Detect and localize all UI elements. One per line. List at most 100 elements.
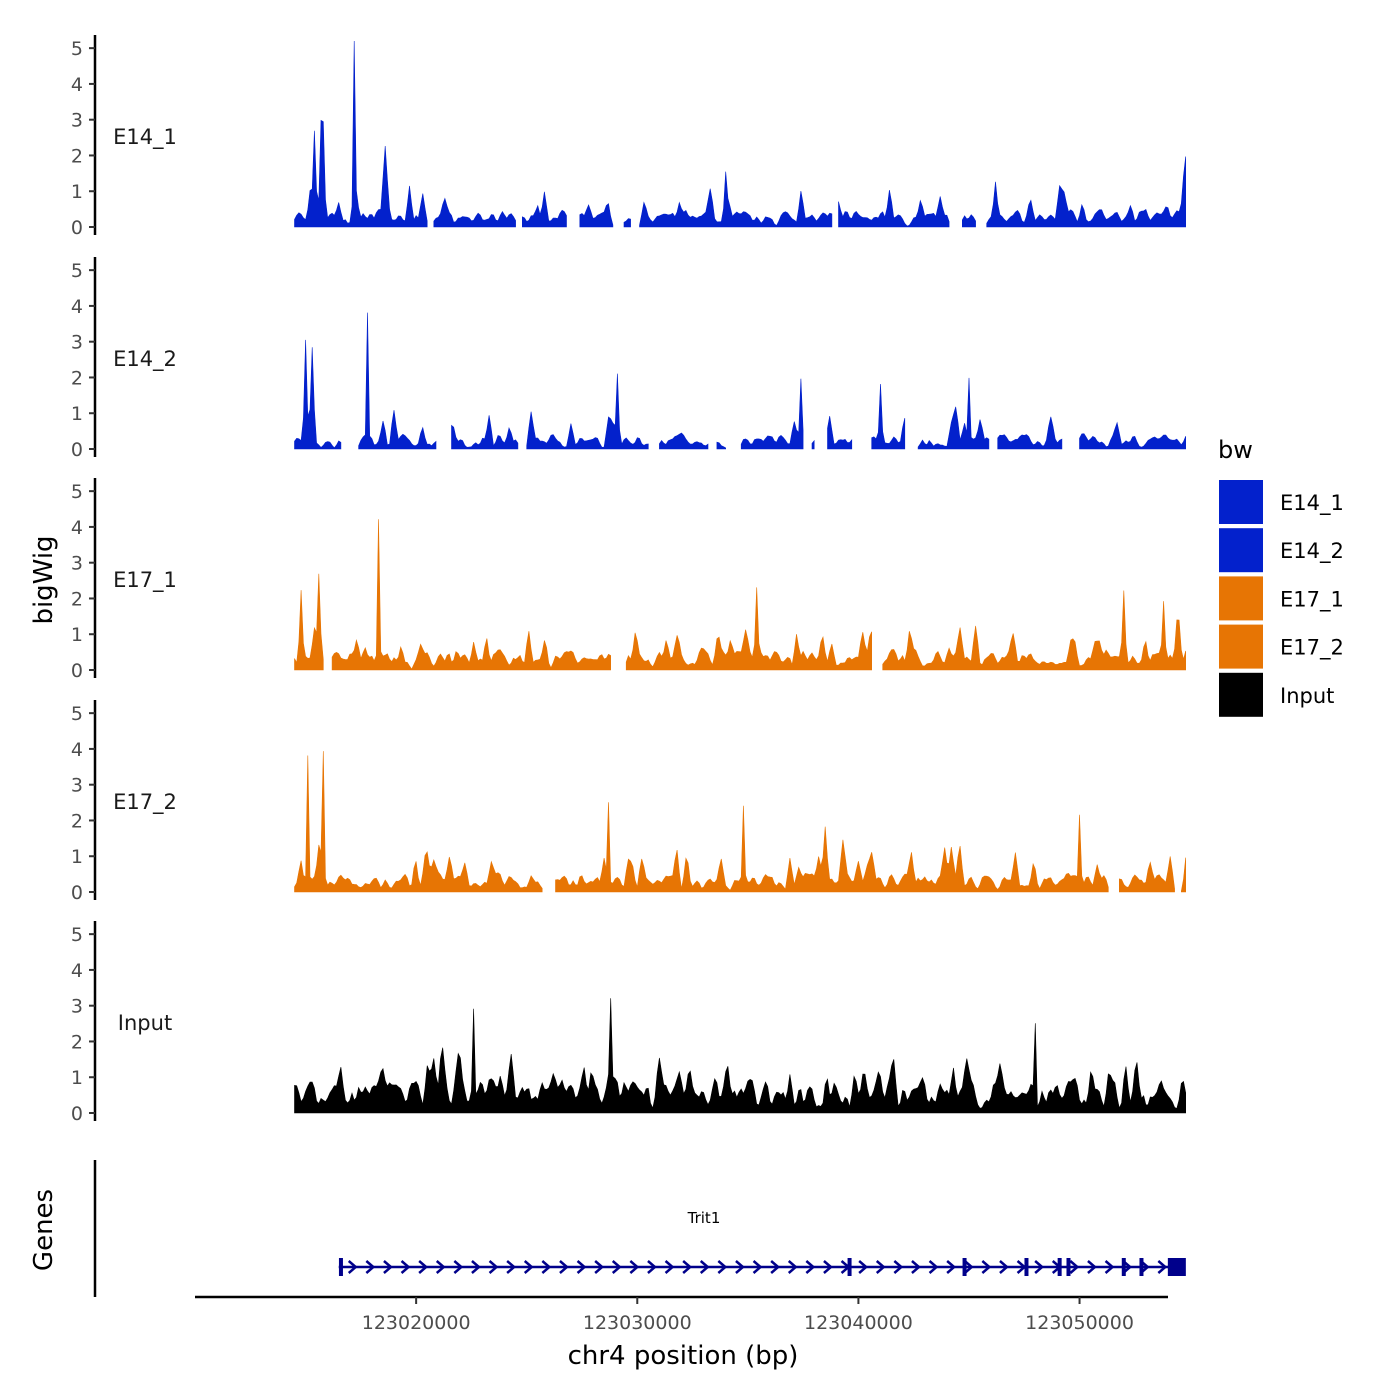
- coverage-area: [1119, 856, 1175, 893]
- coverage-area: [986, 156, 1186, 228]
- y-tick-label: 0: [71, 439, 83, 461]
- coverage-area: [962, 214, 976, 228]
- y-tick-label: 3: [71, 332, 83, 354]
- x-tick-label: 123040000: [804, 1312, 913, 1334]
- coverage-area: [294, 998, 1186, 1114]
- strand-arrow: [383, 1260, 393, 1274]
- strand-arrow: [453, 1260, 464, 1274]
- strand-arrow: [999, 1260, 1009, 1274]
- legend-swatch: [1219, 528, 1263, 573]
- gene-track: Trit1: [93, 1160, 1186, 1297]
- legend-swatch: [1219, 480, 1263, 524]
- strand-arrow: [823, 1260, 833, 1274]
- y-tick-label: 1: [71, 1067, 83, 1089]
- y-tick-label: 0: [71, 217, 83, 239]
- strand-arrow: [1034, 1260, 1045, 1274]
- y-tick-label: 5: [71, 481, 83, 503]
- coverage-area: [579, 203, 614, 228]
- y-tick-label: 1: [71, 403, 83, 425]
- coverage-area: [917, 377, 990, 450]
- strand-arrow: [981, 1260, 992, 1274]
- y-tick-label: 2: [71, 145, 83, 167]
- strand-arrow: [1069, 1260, 1080, 1274]
- coverage-area: [639, 171, 833, 228]
- coverage-area: [555, 802, 1109, 893]
- coverage-area: [659, 432, 709, 450]
- y-tick-label: 4: [71, 296, 83, 318]
- exon: [1139, 1258, 1144, 1276]
- strand-arrow: [611, 1260, 622, 1274]
- strand-arrow: [523, 1260, 534, 1274]
- strand-arrow: [770, 1260, 781, 1274]
- track-label: E14_2: [113, 347, 177, 372]
- legend-label: E17_2: [1280, 636, 1344, 661]
- strand-arrow: [471, 1260, 481, 1274]
- strand-arrow: [682, 1260, 693, 1274]
- y-tick-label: 3: [71, 110, 83, 132]
- y-tick-label: 5: [71, 260, 83, 282]
- y-tick-label: 3: [71, 553, 83, 575]
- coverage-area: [526, 373, 649, 450]
- coverage-area: [871, 383, 906, 450]
- strand-arrow: [911, 1260, 921, 1274]
- y-tick-label: 4: [71, 739, 83, 761]
- strand-arrow: [488, 1260, 499, 1274]
- strand-arrow: [541, 1260, 552, 1274]
- coverage-area: [294, 339, 342, 450]
- y-tick-label: 3: [71, 996, 83, 1018]
- strand-arrow: [594, 1260, 605, 1274]
- legend-swatch: [1219, 624, 1263, 669]
- y-tick-label: 2: [71, 810, 83, 832]
- strand-arrow: [664, 1260, 675, 1274]
- strand-arrow: [347, 1260, 358, 1274]
- gene-name: Trit1: [687, 1209, 721, 1227]
- y-tick-label: 2: [71, 367, 83, 389]
- coverage-tracks: 0 1 2 3 4 5 E14_1 0 1 2 3 4 5 E14_2 0 1 2 3 4 5 E17_1 0 1 2 3 4 5 E…: [71, 35, 1186, 1125]
- track-e14-2: 0 1 2 3 4 5 E14_2: [71, 257, 1186, 461]
- coverage-area: [827, 415, 853, 450]
- legend-label: E14_1: [1280, 491, 1344, 516]
- y-tick-label: 5: [71, 703, 83, 725]
- strand-arrow: [875, 1260, 886, 1274]
- y-tick-label: 4: [71, 517, 83, 539]
- exon: [1066, 1258, 1071, 1276]
- coverage-area: [882, 590, 1186, 671]
- strand-arrow: [400, 1260, 411, 1274]
- coverage-area: [997, 416, 1063, 450]
- x-axis: 123020000 123030000 123040000 123050000: [195, 1295, 1168, 1334]
- coverage-area: [1079, 421, 1186, 450]
- y-tick-label: 5: [71, 924, 83, 946]
- strand-arrow: [787, 1260, 798, 1274]
- legend-label: Input: [1280, 684, 1334, 708]
- y-tick-label: 1: [71, 846, 83, 868]
- coverage-area: [811, 439, 815, 450]
- exon: [962, 1258, 967, 1276]
- track-label: E17_2: [113, 790, 177, 815]
- coverage-area: [433, 197, 516, 228]
- strand-arrow: [559, 1260, 569, 1274]
- y-tick-label: 0: [71, 660, 83, 682]
- legend-swatch: [1219, 672, 1263, 717]
- coverage-area: [294, 573, 324, 671]
- y-tick-label: 0: [71, 1103, 83, 1125]
- coverage-area: [623, 218, 631, 228]
- track-input: 0 1 2 3 4 5 Input: [71, 921, 1186, 1125]
- coverage-area: [331, 519, 611, 671]
- exon: [338, 1258, 343, 1276]
- coverage-area: [451, 415, 519, 450]
- y-tick-label: 1: [71, 624, 83, 646]
- y-tick-label: 2: [71, 1031, 83, 1053]
- x-axis-title: chr4 position (bp): [568, 1341, 799, 1371]
- y-tick-label: 4: [71, 960, 83, 982]
- strand-arrow: [576, 1260, 587, 1274]
- track-label: Input: [118, 1011, 172, 1035]
- strand-arrow: [699, 1260, 710, 1274]
- exon: [1121, 1258, 1126, 1276]
- coverage-area: [358, 312, 437, 450]
- y-tick-label: 0: [71, 882, 83, 904]
- strand-arrow: [435, 1260, 446, 1274]
- strand-arrow: [506, 1260, 517, 1274]
- strand-arrow: [946, 1260, 957, 1274]
- strand-arrow: [1087, 1260, 1097, 1274]
